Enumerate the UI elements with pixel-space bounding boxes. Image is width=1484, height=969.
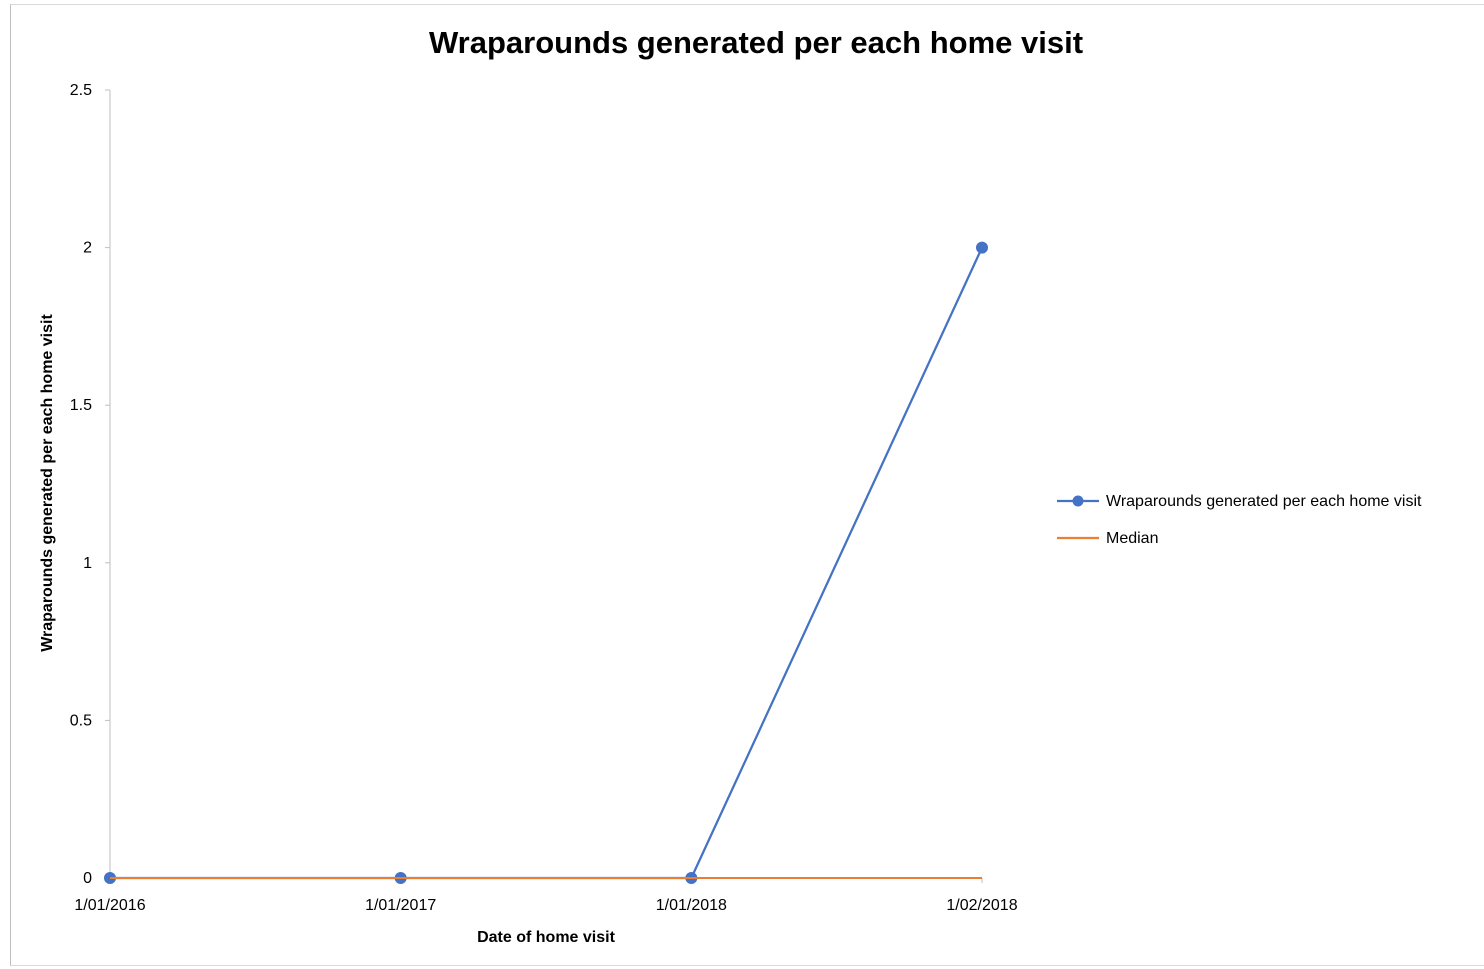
x-axis-title: Date of home visit bbox=[477, 929, 615, 946]
y-axis: 0 0.5 1 1.5 2 2.5 bbox=[70, 82, 111, 887]
y-tick-label: 0 bbox=[83, 870, 92, 887]
chart-title: Wraparounds generated per each home visi… bbox=[429, 25, 1083, 60]
legend-label: Wraparounds generated per each home visi… bbox=[1106, 493, 1422, 510]
y-axis-title: Wraparounds generated per each home visi… bbox=[39, 314, 56, 652]
x-tick-label: 1/02/2018 bbox=[946, 897, 1017, 914]
x-axis: 1/01/2016 1/01/2017 1/01/2018 1/02/2018 bbox=[74, 877, 1018, 914]
chart-frame bbox=[10, 4, 1484, 966]
y-tick-label: 2 bbox=[83, 240, 92, 257]
y-tick-label: 1.5 bbox=[70, 397, 92, 414]
x-tick-label: 1/01/2017 bbox=[365, 897, 436, 914]
y-tick-label: 2.5 bbox=[70, 82, 92, 99]
legend-label: Median bbox=[1106, 530, 1158, 547]
legend: Wraparounds generated per each home visi… bbox=[1057, 493, 1422, 547]
series-line-wraparounds bbox=[110, 247, 984, 880]
x-tick-label: 1/01/2018 bbox=[656, 897, 727, 914]
legend-marker bbox=[1072, 495, 1084, 507]
y-tick-label: 0.5 bbox=[70, 712, 92, 729]
x-tick-label: 1/01/2016 bbox=[74, 897, 145, 914]
y-tick-label: 1 bbox=[83, 555, 92, 572]
plot-series bbox=[104, 241, 988, 884]
data-point bbox=[976, 241, 988, 254]
